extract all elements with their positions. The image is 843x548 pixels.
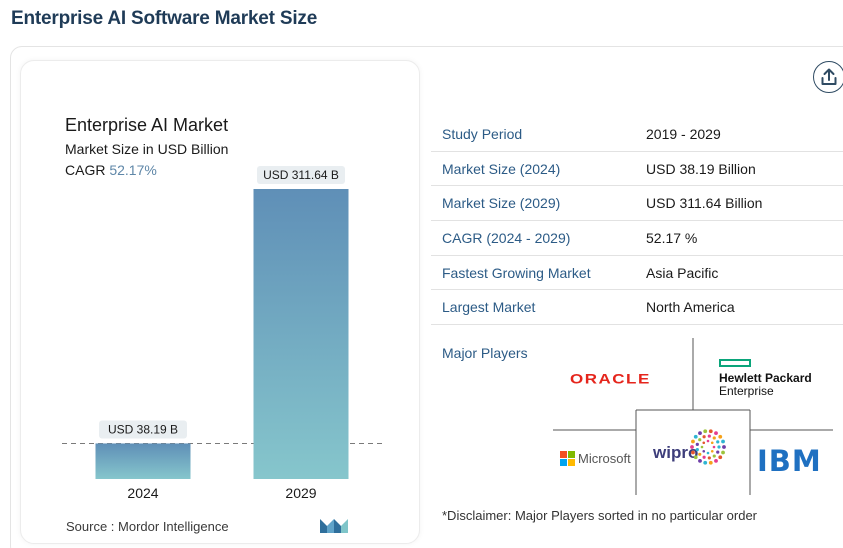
row-key: Market Size (2024) <box>442 160 561 177</box>
table-row: Largest Market North America <box>431 290 843 326</box>
hpe-line-1: Hewlett Packard <box>719 371 812 385</box>
hpe-line-2: Enterprise <box>719 384 774 398</box>
ibm-logo: IBM <box>757 444 822 478</box>
bar-2029 <box>253 189 349 479</box>
upload-icon <box>821 68 837 85</box>
cagr-value: 52.17% <box>109 162 157 178</box>
major-players-label: Major Players <box>442 345 528 361</box>
chart-cagr: CAGR 52.17% <box>65 162 157 178</box>
market-info-table: Study Period 2019 - 2029 Market Size (20… <box>431 117 843 326</box>
data-label: USD 38.19 B <box>108 422 178 436</box>
share-button[interactable] <box>813 61 843 93</box>
row-key: Study Period <box>442 126 523 142</box>
table-row: Fastest Growing Market Asia Pacific <box>431 256 843 291</box>
row-value: Asia Pacific <box>646 264 719 281</box>
table-row: Market Size (2024) USD 38.19 Billion <box>431 152 843 187</box>
row-value: North America <box>646 299 735 316</box>
disclaimer: *Disclaimer: Major Players sorted in no … <box>442 508 758 523</box>
table-row: Study Period 2019 - 2029 <box>431 117 843 152</box>
chart-card <box>20 60 420 544</box>
oracle-logo: ORACLE <box>570 371 651 387</box>
chart-subtitle: Market Size in USD Billion <box>65 141 229 157</box>
mordor-logo-icon <box>320 519 348 533</box>
table-row: CAGR (2024 - 2029) 52.17 % <box>431 221 843 256</box>
chart-source: Source : Mordor Intelligence <box>66 519 229 534</box>
row-key: Fastest Growing Market <box>442 264 591 281</box>
row-key: CAGR (2024 - 2029) <box>442 230 571 247</box>
data-label-badge <box>99 420 187 439</box>
chart-title: Enterprise AI Market <box>65 115 229 135</box>
bar-2024 <box>95 443 191 479</box>
table-row: Market Size (2029) USD 311.64 Billion <box>431 186 843 222</box>
page-title: Enterprise AI Software Market Size <box>11 8 318 29</box>
x-tick-label: 2029 <box>285 485 316 501</box>
row-key: Largest Market <box>442 299 536 316</box>
wipro-logo: wipro <box>653 443 699 462</box>
row-value: 52.17 % <box>646 230 698 247</box>
row-key: Market Size (2029) <box>442 195 561 212</box>
row-value: USD 311.64 Billion <box>646 195 763 212</box>
row-value: USD 38.19 Billion <box>646 160 756 177</box>
microsoft-logo: Microsoft <box>578 451 631 466</box>
hpe-logo-icon <box>719 359 751 367</box>
data-label: USD 311.64 B <box>263 168 339 182</box>
cagr-label: CAGR <box>65 162 106 178</box>
wipro-dots-icon <box>690 429 726 465</box>
data-label-badge <box>257 166 345 184</box>
hpe-logo: Hewlett Packard Enterprise <box>719 372 812 398</box>
row-value: 2019 - 2029 <box>646 126 721 142</box>
x-tick-label: 2024 <box>127 485 158 501</box>
microsoft-logo-icon <box>560 451 575 466</box>
